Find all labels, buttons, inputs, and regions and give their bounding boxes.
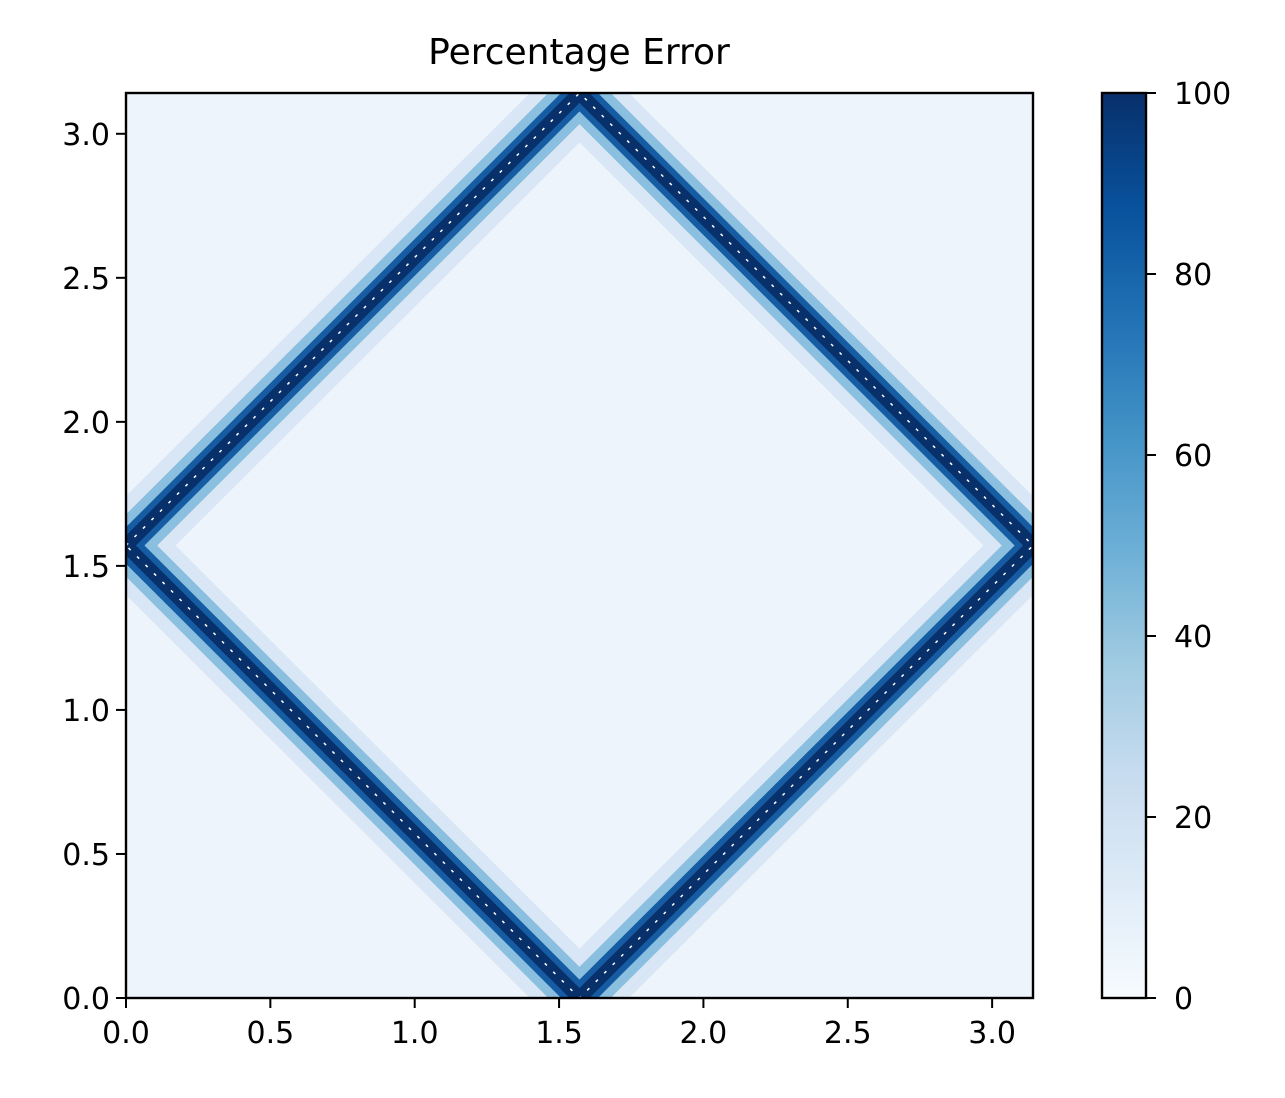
x-tick-label: 0.5: [246, 1016, 294, 1051]
colorbar-frame: [1100, 91, 1148, 1000]
x-tick-label: 1.5: [535, 1016, 583, 1051]
x-tick-label: 3.0: [968, 1016, 1016, 1051]
error-band-layer-3: [126, 93, 1033, 998]
colorbar-tick-label: 20: [1174, 801, 1212, 836]
colorbar-ticks: 0 20 40 60 80 100: [1146, 77, 1231, 1017]
heatmap-field: [126, 93, 1033, 998]
x-tick-label: 2.5: [824, 1016, 872, 1051]
x-tick-label: 1.0: [391, 1016, 439, 1051]
colorbar-tick-label: 0: [1174, 982, 1193, 1017]
y-tick-label: 1.0: [62, 694, 110, 729]
y-tick-label: 0.5: [62, 838, 110, 873]
y-tick-label: 1.5: [62, 550, 110, 585]
plot-frame: [124, 91, 1035, 1000]
y-axis: 0.0 0.5 1.0 1.5 2.0 2.5 3.0: [62, 118, 126, 1017]
colorbar-tick-label: 60: [1174, 439, 1212, 474]
colorbar-tick-label: 80: [1174, 258, 1212, 293]
y-tick-label: 0.0: [62, 982, 110, 1017]
chart-title: Percentage Error: [428, 32, 730, 73]
y-tick-label: 3.0: [62, 118, 110, 153]
y-tick-label: 2.0: [62, 406, 110, 441]
x-axis: 0.0 0.5 1.0 1.5 2.0 2.5 3.0: [102, 998, 1016, 1051]
colorbar-gradient: [1102, 93, 1146, 998]
colorbar: 0 20 40 60 80 100: [1100, 77, 1231, 1017]
x-tick-label: 2.0: [680, 1016, 728, 1051]
colorbar-tick-label: 40: [1174, 620, 1212, 655]
y-tick-label: 2.5: [62, 262, 110, 297]
colorbar-tick-label: 100: [1174, 77, 1231, 112]
heatmap-background: [126, 93, 1033, 998]
x-tick-label: 0.0: [102, 1016, 150, 1051]
heatmap-plot-area: [126, 93, 1033, 998]
